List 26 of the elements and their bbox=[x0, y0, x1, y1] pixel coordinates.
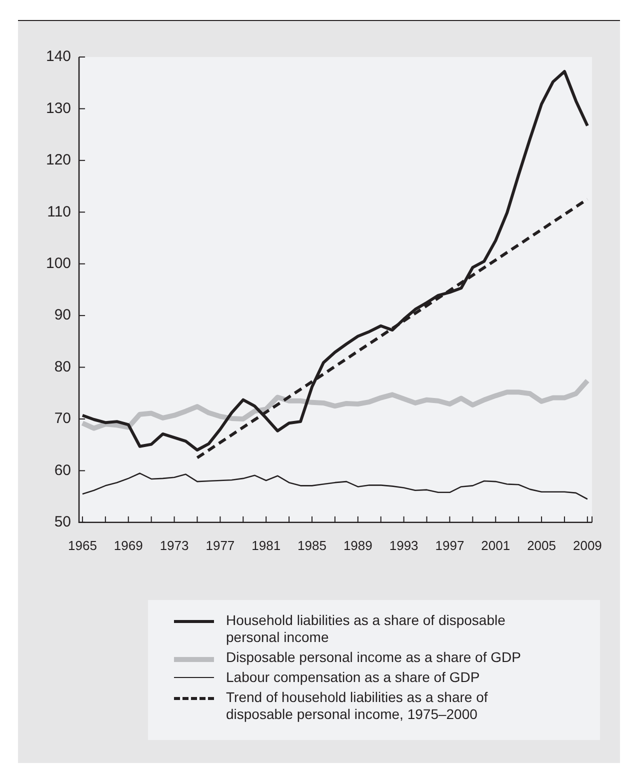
x-tick-label: 2001 bbox=[481, 538, 510, 553]
x-tick-label: 2005 bbox=[527, 538, 556, 553]
x-tick-label: 1969 bbox=[114, 538, 143, 553]
y-tick-label: 140 bbox=[46, 48, 72, 66]
y-tick-label: 70 bbox=[54, 410, 72, 428]
x-tick-label: 1981 bbox=[252, 538, 281, 553]
y-tick-label: 90 bbox=[54, 306, 72, 324]
legend-label: Disposable personal income as a share of GDP bbox=[226, 649, 522, 666]
x-tick-label: 1989 bbox=[343, 538, 372, 553]
legend-label: Trend of household liabilities as a share of disposable personal income, 1975–2000 bbox=[226, 689, 489, 723]
x-tick-label: 2009 bbox=[572, 538, 602, 553]
y-tick-label: 50 bbox=[54, 514, 72, 531]
y-tick-label: 60 bbox=[54, 462, 72, 479]
y-tick-label: 80 bbox=[54, 358, 72, 376]
legend-label: Labour compensation as a share of GDP bbox=[226, 669, 481, 686]
x-tick-label: 1993 bbox=[389, 538, 418, 553]
x-tick-label: 1973 bbox=[160, 538, 189, 553]
x-tick-label: 1985 bbox=[298, 538, 326, 553]
x-tick-label: 1965 bbox=[68, 538, 97, 553]
x-tick-label: 1997 bbox=[435, 538, 464, 553]
x-tick-label: 1977 bbox=[206, 538, 235, 553]
y-tick-label: 120 bbox=[46, 152, 72, 169]
legend-label: Household liabilities as a share of disposable personal income bbox=[226, 612, 506, 646]
y-tick-label: 110 bbox=[47, 203, 72, 220]
y-tick-label: 100 bbox=[46, 254, 72, 272]
y-tick-label: 130 bbox=[46, 100, 72, 117]
